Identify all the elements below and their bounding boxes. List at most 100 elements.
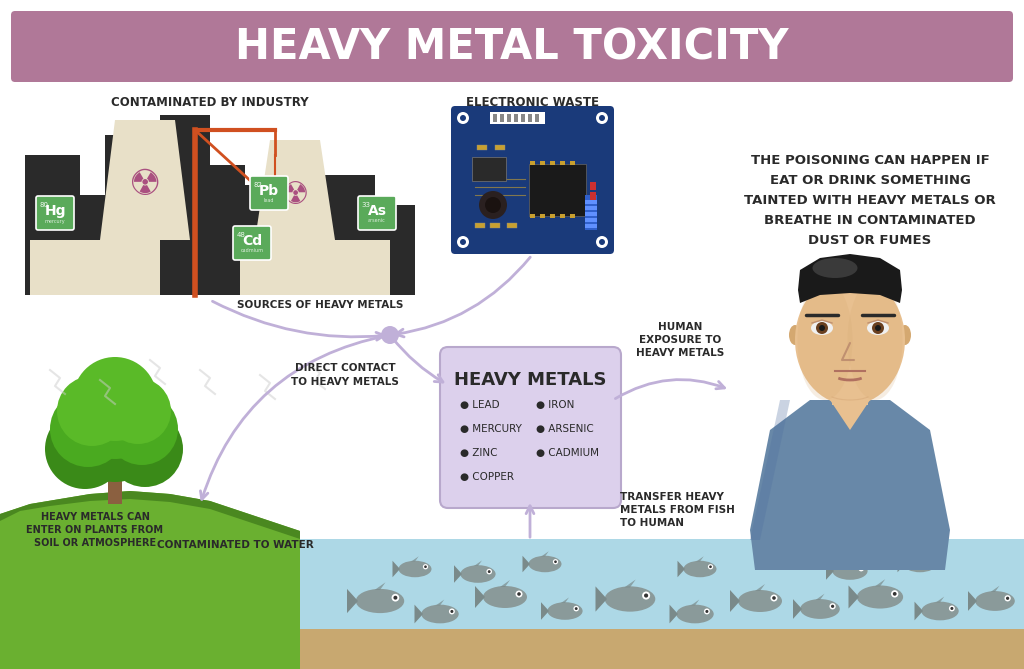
Polygon shape: [798, 254, 902, 303]
Ellipse shape: [528, 556, 561, 572]
Bar: [325, 175, 375, 295]
Ellipse shape: [795, 275, 905, 405]
Bar: [590, 182, 596, 190]
Bar: [493, 114, 497, 122]
Ellipse shape: [548, 602, 583, 619]
Circle shape: [816, 322, 828, 334]
Circle shape: [517, 592, 521, 596]
Bar: [240, 185, 295, 295]
Circle shape: [460, 239, 466, 245]
Ellipse shape: [867, 321, 889, 335]
Polygon shape: [750, 400, 950, 570]
Text: 80: 80: [40, 202, 48, 208]
Text: THE POISONING CAN HAPPEN IF
EAT OR DRINK SOMETHING
TAINTED WITH HEAVY METALS OR
: THE POISONING CAN HAPPEN IF EAT OR DRINK…: [744, 153, 996, 246]
Circle shape: [893, 592, 897, 595]
Circle shape: [891, 590, 898, 597]
Circle shape: [928, 559, 933, 565]
Polygon shape: [392, 561, 400, 577]
Ellipse shape: [398, 561, 431, 577]
Circle shape: [872, 322, 884, 334]
Text: CONTAMINATED BY INDUSTRY: CONTAMINATED BY INDUSTRY: [112, 96, 309, 110]
Polygon shape: [968, 591, 977, 611]
Text: CONTAMINATED TO WATER: CONTAMINATED TO WATER: [157, 540, 313, 550]
Circle shape: [45, 409, 125, 489]
Bar: [535, 114, 539, 122]
Polygon shape: [815, 593, 824, 600]
Ellipse shape: [421, 605, 459, 624]
FancyBboxPatch shape: [36, 196, 74, 230]
Circle shape: [703, 609, 710, 614]
Ellipse shape: [461, 565, 496, 583]
Text: Pb: Pb: [259, 184, 280, 198]
Circle shape: [381, 326, 399, 344]
Polygon shape: [454, 565, 462, 583]
Text: ☢: ☢: [282, 181, 308, 209]
Polygon shape: [474, 561, 482, 566]
Ellipse shape: [975, 591, 1015, 611]
Polygon shape: [846, 557, 854, 563]
Text: 82: 82: [254, 182, 262, 188]
Polygon shape: [541, 602, 549, 619]
Bar: [585, 195, 597, 230]
Circle shape: [949, 605, 954, 611]
Ellipse shape: [738, 590, 782, 612]
Polygon shape: [542, 551, 549, 557]
Ellipse shape: [798, 280, 853, 400]
Polygon shape: [0, 491, 300, 669]
Ellipse shape: [833, 562, 867, 580]
Circle shape: [515, 591, 522, 597]
Polygon shape: [990, 585, 999, 592]
Text: Hg: Hg: [44, 204, 66, 218]
Circle shape: [772, 596, 776, 600]
Circle shape: [457, 236, 469, 248]
Circle shape: [710, 565, 712, 568]
Ellipse shape: [683, 561, 717, 577]
Polygon shape: [347, 589, 358, 613]
Circle shape: [596, 236, 608, 248]
Bar: [570, 214, 575, 218]
Polygon shape: [897, 556, 905, 572]
Polygon shape: [108, 175, 182, 185]
Polygon shape: [0, 491, 300, 539]
Bar: [528, 114, 532, 122]
Circle shape: [1005, 595, 1011, 601]
Bar: [560, 161, 565, 165]
Bar: [550, 214, 555, 218]
Text: mercury: mercury: [45, 219, 66, 223]
Text: DIRECT CONTACT
TO HEAVY METALS: DIRECT CONTACT TO HEAVY METALS: [291, 363, 399, 387]
Bar: [105, 135, 165, 295]
Polygon shape: [625, 579, 636, 587]
FancyBboxPatch shape: [250, 176, 288, 210]
Polygon shape: [412, 556, 419, 561]
Bar: [475, 223, 485, 228]
Ellipse shape: [676, 605, 714, 624]
Bar: [370, 205, 415, 295]
Circle shape: [449, 609, 455, 614]
Circle shape: [829, 603, 836, 609]
Polygon shape: [500, 580, 510, 587]
Circle shape: [487, 570, 490, 573]
Bar: [495, 145, 505, 150]
Text: ● ZINC: ● ZINC: [460, 448, 498, 458]
Bar: [530, 161, 535, 165]
Text: SOURCES OF HEAVY METALS: SOURCES OF HEAVY METALS: [237, 300, 403, 310]
Circle shape: [106, 411, 183, 487]
Circle shape: [599, 239, 605, 245]
Polygon shape: [415, 605, 423, 624]
Bar: [550, 161, 555, 165]
Polygon shape: [670, 605, 678, 624]
Bar: [205, 165, 245, 295]
Text: HEAVY METAL TOXICITY: HEAVY METAL TOXICITY: [236, 26, 788, 68]
Polygon shape: [561, 597, 569, 603]
Polygon shape: [793, 599, 802, 619]
Polygon shape: [830, 400, 870, 430]
Bar: [590, 192, 596, 200]
Text: ● IRON: ● IRON: [536, 400, 574, 410]
Circle shape: [644, 593, 648, 597]
FancyBboxPatch shape: [472, 157, 506, 181]
Circle shape: [706, 610, 709, 613]
Circle shape: [874, 325, 881, 331]
Bar: [590, 182, 596, 190]
Ellipse shape: [848, 280, 902, 400]
Circle shape: [554, 561, 557, 563]
